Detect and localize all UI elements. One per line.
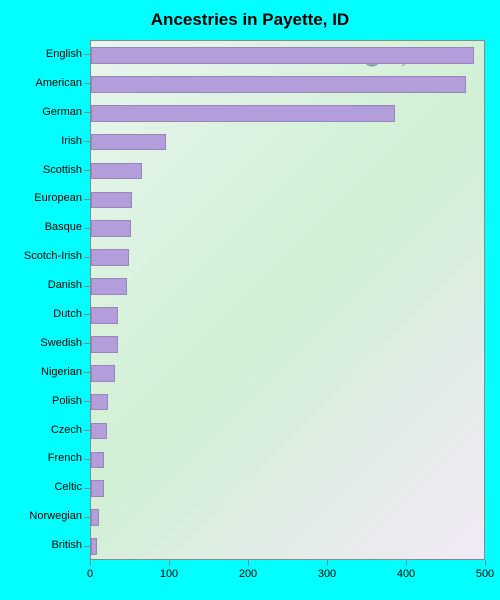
x-axis-label: 500 xyxy=(476,568,494,580)
y-tick xyxy=(84,401,90,402)
y-axis-label: French xyxy=(48,452,82,464)
bar xyxy=(91,509,99,526)
x-tick xyxy=(90,560,91,566)
y-tick xyxy=(84,112,90,113)
bar xyxy=(91,278,127,295)
bar xyxy=(91,192,132,209)
y-axis-label: Scotch-Irish xyxy=(24,250,82,262)
y-tick xyxy=(84,199,90,200)
bar xyxy=(91,163,142,180)
plot-area: City-Data.com xyxy=(90,40,485,560)
bar xyxy=(91,480,104,497)
x-tick xyxy=(485,560,486,566)
x-axis-label: 100 xyxy=(160,568,178,580)
y-axis-label: Czech xyxy=(51,424,82,436)
y-tick xyxy=(84,546,90,547)
bar xyxy=(91,365,115,382)
x-tick xyxy=(248,560,249,566)
y-axis-label: German xyxy=(42,106,82,118)
chart-title: Ancestries in Payette, ID xyxy=(0,10,500,30)
y-axis-label: Swedish xyxy=(40,337,82,349)
y-axis-label: Dutch xyxy=(53,308,82,320)
y-axis-label: Polish xyxy=(52,395,82,407)
bar xyxy=(91,47,474,64)
bar xyxy=(91,76,466,93)
bar xyxy=(91,134,166,151)
y-axis-label: Basque xyxy=(45,221,82,233)
bar xyxy=(91,105,395,122)
y-tick xyxy=(84,343,90,344)
bar xyxy=(91,220,131,237)
y-tick xyxy=(84,372,90,373)
y-tick xyxy=(84,459,90,460)
x-tick xyxy=(406,560,407,566)
x-axis-label: 200 xyxy=(239,568,257,580)
y-tick xyxy=(84,54,90,55)
y-tick xyxy=(84,314,90,315)
bar xyxy=(91,336,118,353)
y-tick xyxy=(84,141,90,142)
y-tick xyxy=(84,257,90,258)
bar xyxy=(91,307,118,324)
y-tick xyxy=(84,488,90,489)
y-axis-label: Norwegian xyxy=(29,510,82,522)
y-axis-label: Nigerian xyxy=(41,366,82,378)
y-axis-label: Celtic xyxy=(54,481,82,493)
x-tick xyxy=(327,560,328,566)
y-tick xyxy=(84,170,90,171)
y-axis-label: European xyxy=(34,192,82,204)
bar xyxy=(91,249,129,266)
bar xyxy=(91,423,107,440)
y-axis-label: American xyxy=(36,77,82,89)
y-axis-label: British xyxy=(51,539,82,551)
y-tick xyxy=(84,228,90,229)
y-tick xyxy=(84,430,90,431)
y-tick xyxy=(84,83,90,84)
bar xyxy=(91,394,108,411)
y-tick xyxy=(84,517,90,518)
bar xyxy=(91,452,104,469)
x-axis-label: 300 xyxy=(318,568,336,580)
y-tick xyxy=(84,286,90,287)
y-axis-label: Danish xyxy=(48,279,82,291)
x-tick xyxy=(169,560,170,566)
y-axis-label: Irish xyxy=(61,135,82,147)
x-axis-label: 400 xyxy=(397,568,415,580)
x-axis-label: 0 xyxy=(87,568,93,580)
bar xyxy=(91,538,97,555)
y-axis-label: Scottish xyxy=(43,164,82,176)
y-axis-label: English xyxy=(46,48,82,60)
page-root: Ancestries in Payette, ID City-Data.com … xyxy=(0,0,500,600)
